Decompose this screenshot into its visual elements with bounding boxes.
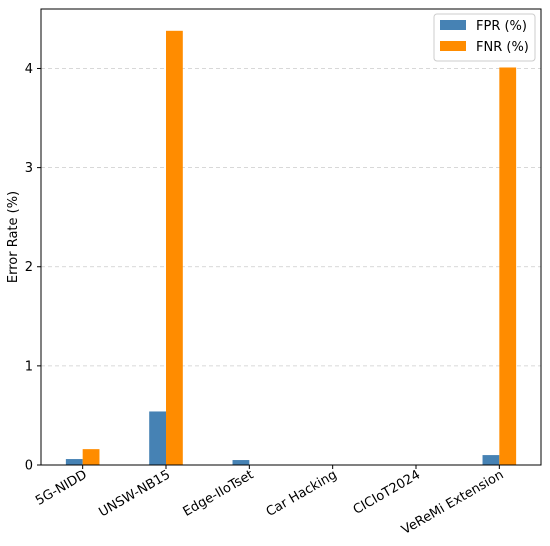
x-axis-ticks: 5G-NIDD UNSW-NB15 Edge-IIoTset Car Hacking C… xyxy=(33,465,506,538)
y-axis-ticks: 0 1 2 3 4 xyxy=(25,62,41,474)
bar-fpr xyxy=(232,460,250,465)
y-tick-label: 0 xyxy=(25,459,33,474)
y-axis-label: Error Rate (%) xyxy=(6,191,21,283)
legend-swatch xyxy=(440,41,466,51)
legend-label: FNR (%) xyxy=(476,40,529,55)
bar-fnr xyxy=(166,30,183,466)
bars xyxy=(65,30,517,466)
y-tick-label: 2 xyxy=(25,260,33,275)
y-tick-label: 1 xyxy=(25,359,33,374)
y-tick-label: 4 xyxy=(25,62,33,77)
y-tick-label: 3 xyxy=(25,161,33,176)
bar-fpr xyxy=(482,455,500,465)
bar-fnr xyxy=(82,449,100,465)
legend-swatch xyxy=(440,20,466,30)
plot-frame xyxy=(40,8,542,466)
bar-fpr xyxy=(65,459,83,465)
x-tick-label: UNSW-NB15 xyxy=(96,467,173,520)
x-tick-label: Edge-IIoTset xyxy=(181,467,257,519)
grid-lines xyxy=(41,68,541,367)
legend-label: FPR (%) xyxy=(476,19,527,34)
x-tick-label: 5G-NIDD xyxy=(33,467,90,508)
x-tick-label: CICIoT2024 xyxy=(351,467,423,517)
x-tick-label: Car Hacking xyxy=(264,467,340,520)
bar-fnr xyxy=(499,67,517,466)
bar-fpr xyxy=(149,411,166,465)
legend: FPR (%) FNR (%) xyxy=(433,13,536,62)
